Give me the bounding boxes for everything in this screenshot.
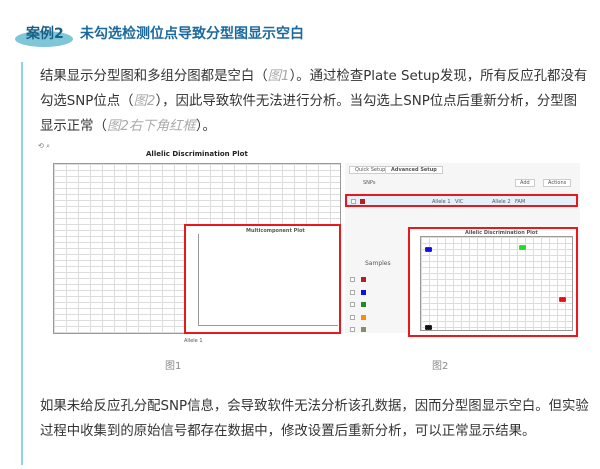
scatter-point [427,325,430,328]
paragraph-1: 结果显示分型图和多组分图都是空白（图1）。通过检查Plate Setup发现，所… [40,64,590,139]
scatter-point [425,247,428,250]
figure-1: ⟲ ⌕ Allelic Discrimination Plot Multicom… [38,142,343,344]
figure-ref: 图2 [133,94,156,109]
sample-color [361,314,366,320]
snp-color [360,199,365,204]
scatter-point [425,249,428,252]
dye1: VIC [455,199,464,205]
scatter-point [561,299,564,302]
heading-badge-shape [15,31,73,47]
figure-2-caption: 图2 [432,361,449,372]
scatter-point [561,297,564,300]
scatter-point [559,299,562,302]
scatter-point [427,327,430,330]
case-badge: 案例2 [26,26,64,42]
scatter-point [429,325,432,328]
toolbar-icons: ⟲ ⌕ [38,142,51,150]
sample-checkbox[interactable] [350,302,355,307]
plot-title: Allelic Discrimination Plot [465,230,538,236]
scatter-point [523,247,526,250]
x-axis-label: Allele 1 [184,338,203,344]
scatter-point [519,245,522,248]
paragraph-2: 如果未给反应孔分配SNP信息，会导致软件无法分析该孔数据，因而分型图显示空白。但… [40,399,589,439]
scatter-point [427,249,430,252]
scatter-point [521,245,524,248]
actions-button[interactable]: Actions [543,179,572,187]
text: ）。通过检查Plate Setup发现，所有反应孔都没有勾选SNP位点（ [40,69,588,109]
text: 结果显示分型图和多组分图都是空白（ [40,69,268,84]
add-button[interactable]: Add [515,179,535,187]
scatter-point [519,247,522,250]
figure-1-caption: 图1 [165,361,182,372]
quote-bar [21,62,23,465]
snp-checkbox[interactable] [351,199,356,204]
scatter-point [563,299,566,302]
sample-checkbox[interactable] [350,327,355,332]
figure-ref: 图1 [267,69,290,84]
dye2: FAM [515,199,526,205]
scatter-point [429,249,432,252]
allele2: Allele 2 [492,199,511,205]
scatter-point [523,245,526,248]
scatter-point [559,297,562,300]
plot-area [420,236,573,331]
snps-label: SNPs [363,180,376,186]
sample-checkbox[interactable] [350,314,355,320]
scatter-point [425,327,428,330]
sample-checkbox[interactable] [350,277,355,282]
inset-title: Multicomponent Plot [246,228,305,234]
scatter-point [429,327,432,330]
inset-axes [198,234,338,326]
allelic-plot-highlight: Allelic Discrimination Plot [408,227,578,337]
text: ），因此导致软件无法进行分析。当勾选上SNP位点后重新分析，分型图显示正常（ [40,94,578,134]
figure-ref: 图2右下角红框 [106,119,196,134]
scatter-point [427,247,430,250]
scatter-point [425,325,428,328]
scatter-point [521,247,524,250]
sample-color [361,289,366,295]
text: ）。 [195,119,216,134]
samples-label: Samples [365,260,391,267]
multicomponent-plot-highlight: Multicomponent Plot [184,224,341,334]
figure-2: Quick Setup Advanced Setup SNPs Add Acti… [345,163,580,337]
sample-checkbox[interactable] [350,289,355,295]
section-title: 未勾选检测位点导致分型图显示空白 [80,26,304,42]
sample-color [361,327,366,332]
sample-color [361,302,366,307]
tab-advanced-setup[interactable]: Advanced Setup [385,166,443,174]
plot-title: Allelic Discrimination Plot [146,150,248,158]
sample-color [361,277,366,282]
scatter-point [563,297,566,300]
scatter-point [429,247,432,250]
snp-row-highlight[interactable]: Allele 1 VIC Allele 2 FAM [345,194,578,207]
allele1: Allele 1 [432,199,451,205]
